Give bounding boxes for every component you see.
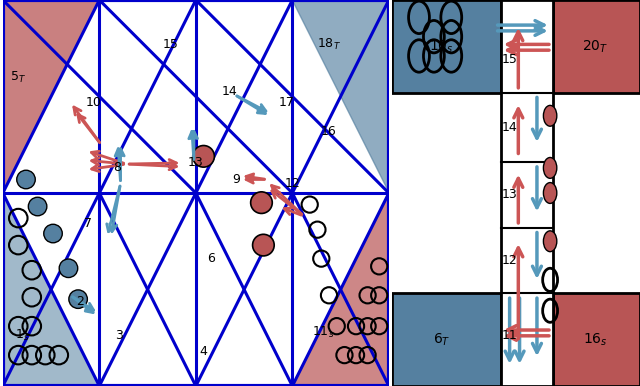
Text: 9: 9	[232, 173, 240, 186]
Circle shape	[59, 259, 77, 278]
Text: 14: 14	[221, 85, 237, 98]
Text: 4: 4	[200, 345, 207, 358]
Text: 16$_s$: 16$_s$	[583, 332, 607, 348]
Circle shape	[193, 146, 214, 167]
Text: 5$_T$: 5$_T$	[10, 69, 26, 85]
Circle shape	[253, 234, 274, 256]
Circle shape	[543, 105, 557, 126]
Text: 17: 17	[278, 96, 294, 109]
Bar	[501, 0, 553, 386]
Text: 16: 16	[321, 125, 337, 138]
Text: 14: 14	[502, 121, 518, 134]
Text: 12: 12	[502, 254, 518, 267]
Circle shape	[28, 197, 47, 216]
Text: 12: 12	[284, 177, 300, 190]
Text: 10: 10	[86, 96, 102, 109]
Text: 11: 11	[502, 329, 518, 342]
Text: 15: 15	[163, 38, 179, 51]
Bar	[392, 293, 501, 386]
Circle shape	[44, 224, 62, 243]
Text: 1$_s$: 1$_s$	[15, 328, 29, 344]
Polygon shape	[292, 0, 389, 193]
Polygon shape	[292, 193, 389, 386]
Text: 18$_T$: 18$_T$	[317, 37, 341, 52]
Text: 13: 13	[187, 156, 203, 169]
Text: 7: 7	[84, 217, 92, 230]
Text: 20$_T$: 20$_T$	[582, 38, 609, 54]
Bar	[553, 0, 640, 93]
Text: 10$_s$: 10$_s$	[429, 38, 454, 54]
Text: 6$_T$: 6$_T$	[433, 332, 450, 348]
Text: 2: 2	[76, 295, 84, 308]
Circle shape	[69, 290, 88, 308]
Circle shape	[543, 183, 557, 203]
Text: 3: 3	[115, 329, 123, 342]
Text: 13: 13	[502, 188, 518, 201]
Polygon shape	[3, 0, 99, 193]
Text: 6: 6	[207, 252, 215, 265]
Text: 11$_s$: 11$_s$	[312, 324, 335, 340]
Polygon shape	[3, 193, 99, 386]
Circle shape	[251, 192, 272, 213]
Circle shape	[543, 157, 557, 178]
Circle shape	[17, 170, 35, 189]
Circle shape	[543, 231, 557, 252]
Text: 8: 8	[113, 161, 121, 174]
Bar	[392, 0, 501, 93]
Bar	[553, 293, 640, 386]
Text: 15: 15	[502, 53, 518, 66]
